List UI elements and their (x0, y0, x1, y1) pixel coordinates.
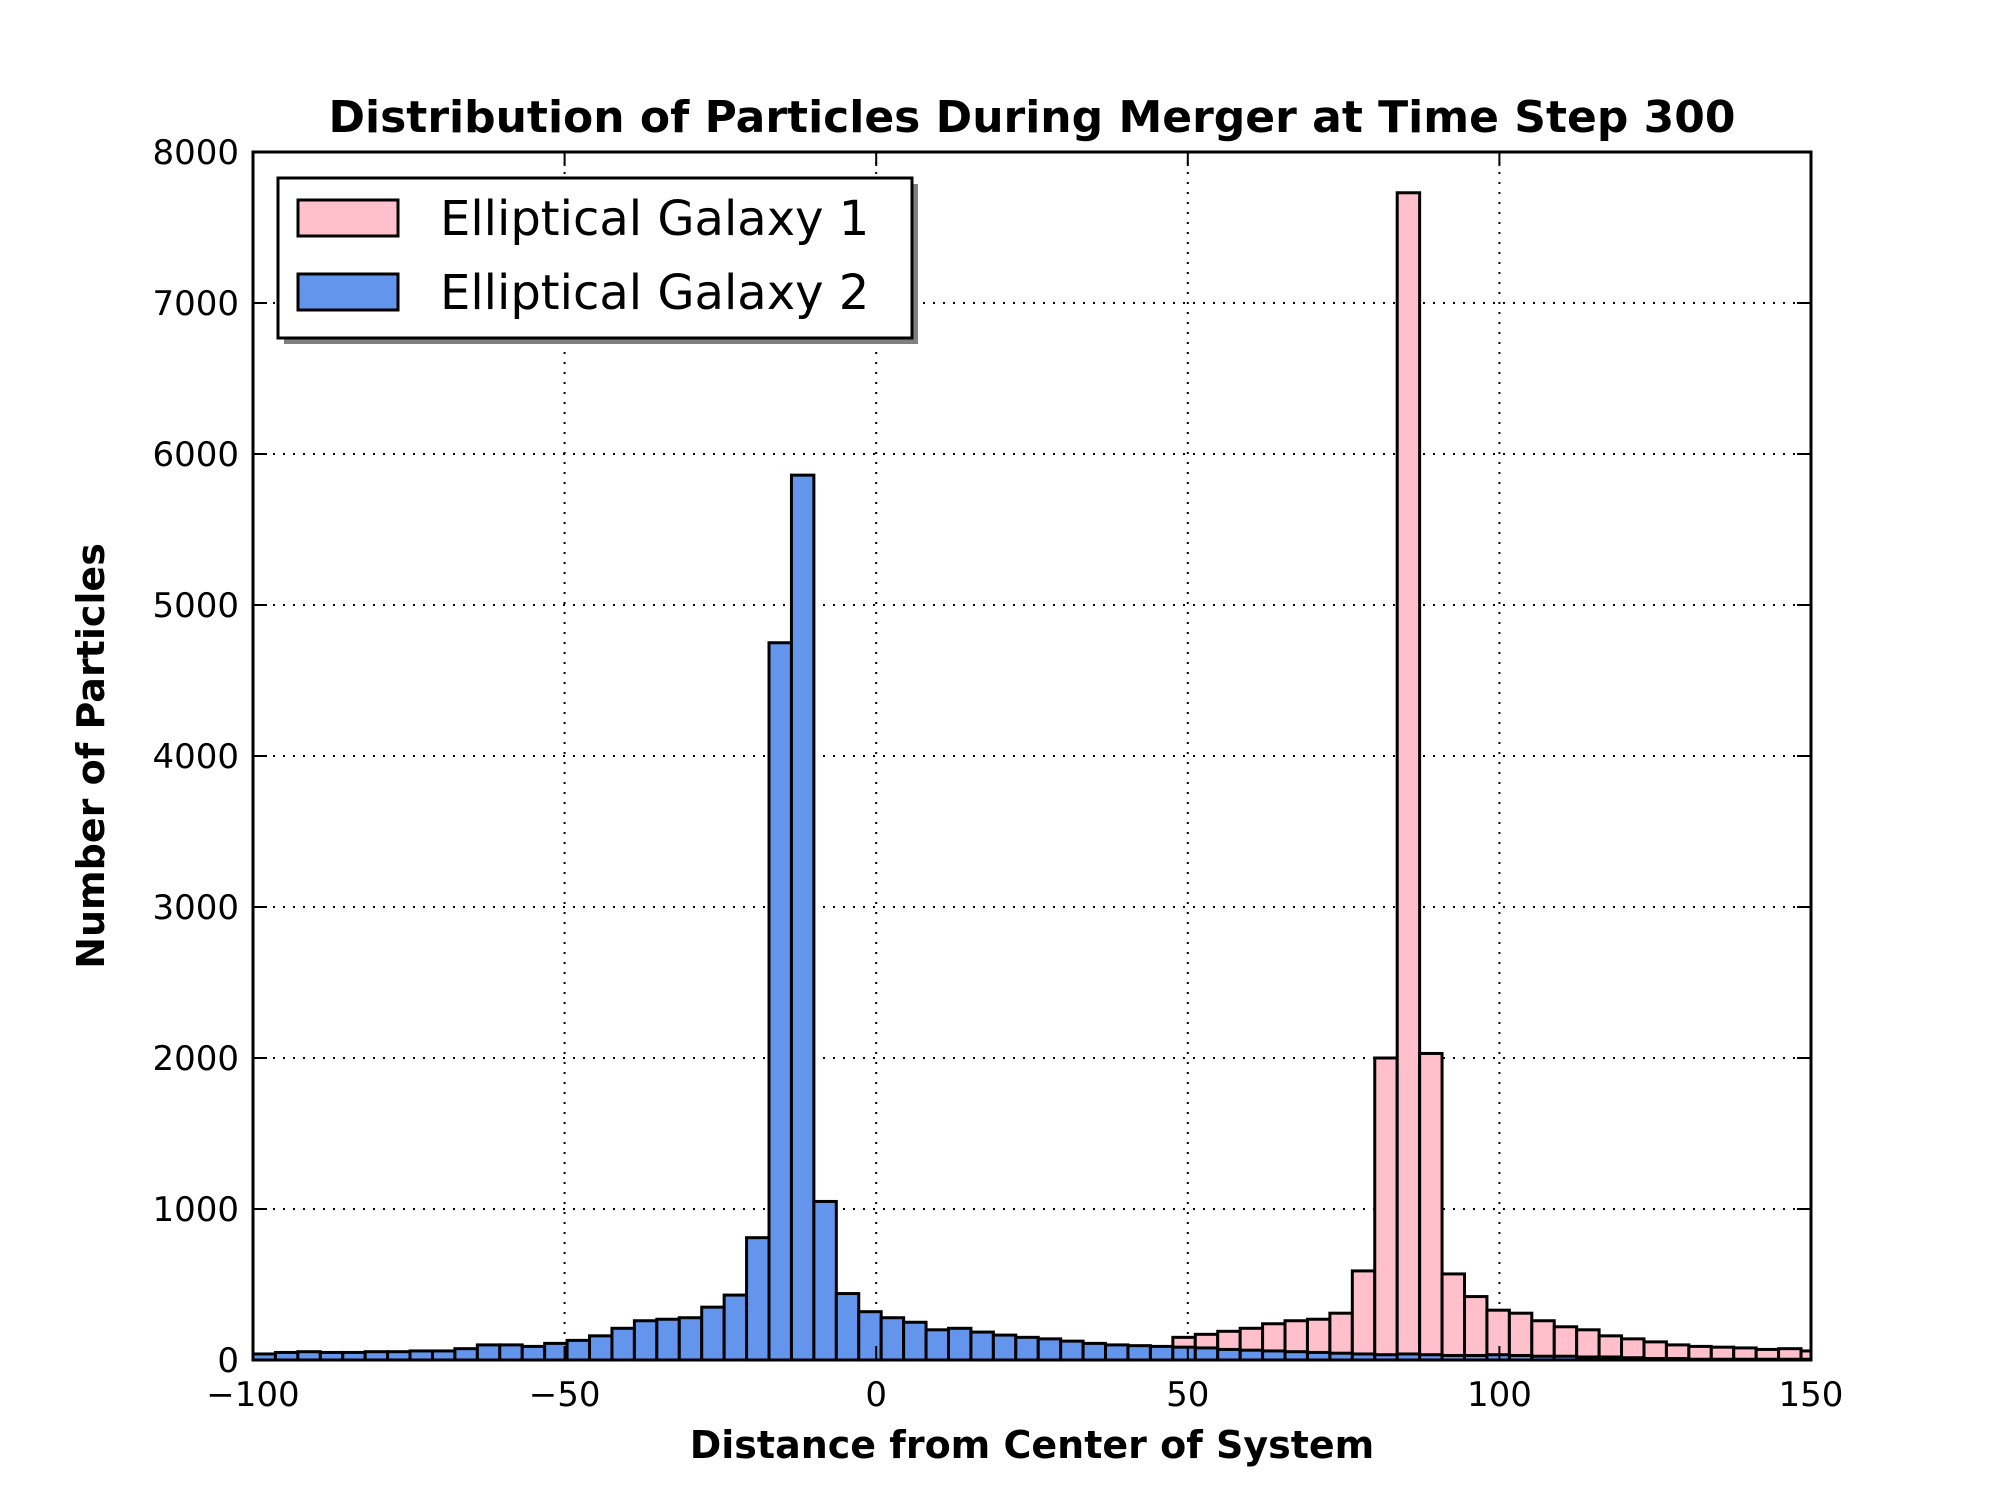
legend-label-galaxy-1: Elliptical Galaxy 1 (440, 191, 869, 247)
bar-galaxy-2 (834, 1292, 861, 1362)
bar-galaxy-2 (453, 1347, 479, 1362)
bar-galaxy-2 (610, 1326, 636, 1362)
y-tick-label: 0 (217, 1341, 239, 1381)
bar-galaxy-2 (1014, 1335, 1040, 1362)
x-tick-label: 100 (1467, 1375, 1532, 1415)
bar-galaxy-2 (812, 1199, 838, 1362)
bar-galaxy-2 (1148, 1344, 1175, 1362)
bar-galaxy-1 (1373, 1056, 1399, 1362)
y-tick-labels: 0 1000 2000 3000 4000 5000 6000 7000 8000 (152, 133, 239, 1381)
bar-galaxy-1 (1440, 1272, 1467, 1362)
bar-galaxy-2 (498, 1343, 524, 1362)
y-tick-label: 7000 (152, 284, 239, 324)
bar-galaxy-1 (1350, 1269, 1377, 1362)
y-tick-label: 1000 (152, 1190, 239, 1230)
legend-swatch-galaxy-2 (296, 272, 400, 312)
bar-galaxy-2 (655, 1317, 681, 1362)
bar-galaxy-1 (1418, 1051, 1444, 1362)
histogram-bars (251, 191, 1813, 1362)
bar-galaxy-1 (1507, 1311, 1534, 1362)
bar-galaxy-1 (1575, 1328, 1601, 1362)
bar-galaxy-2 (677, 1316, 704, 1362)
y-tick-label: 4000 (152, 737, 239, 777)
bar-galaxy-2 (588, 1334, 614, 1362)
x-tick-label: −100 (206, 1375, 299, 1415)
bar-galaxy-2 (632, 1319, 659, 1362)
bar-galaxy-1 (1463, 1295, 1489, 1362)
y-tick-label: 6000 (152, 435, 239, 475)
bar-galaxy-1 (1530, 1319, 1556, 1362)
y-tick-label: 2000 (152, 1039, 239, 1079)
bar-galaxy-2 (857, 1310, 883, 1362)
bar-galaxy-2 (700, 1305, 726, 1362)
bar-galaxy-2 (1104, 1343, 1130, 1362)
bar-galaxy-1 (1395, 191, 1422, 1362)
bar-galaxy-2 (475, 1343, 502, 1362)
bar-galaxy-2 (565, 1338, 592, 1362)
bar-galaxy-2 (879, 1316, 906, 1362)
bar-galaxy-2 (946, 1326, 973, 1362)
legend: Elliptical Galaxy 1 Elliptical Galaxy 2 (276, 176, 918, 344)
bar-galaxy-2 (902, 1320, 928, 1362)
bar-galaxy-2 (1171, 1345, 1197, 1362)
bar-galaxy-2 (1216, 1347, 1242, 1362)
bar-galaxy-2 (1059, 1339, 1085, 1362)
x-tick-labels: −100 −50 0 50 100 150 (206, 1375, 1843, 1415)
bar-galaxy-2 (1081, 1341, 1108, 1362)
bar-galaxy-2 (1126, 1344, 1152, 1362)
bar-galaxy-2 (1193, 1346, 1220, 1362)
bar-galaxy-2 (924, 1328, 950, 1362)
x-tick-label: −50 (529, 1375, 601, 1415)
bar-galaxy-2 (991, 1333, 1018, 1362)
y-tick-label: 5000 (152, 586, 239, 626)
x-tick-label: 0 (865, 1375, 887, 1415)
bar-galaxy-2 (767, 641, 793, 1362)
legend-swatch-galaxy-1 (296, 198, 400, 238)
x-axis-label: Distance from Center of System (690, 1423, 1375, 1467)
bar-galaxy-2 (520, 1344, 547, 1362)
chart-title: Distribution of Particles During Merger … (328, 92, 1735, 143)
y-tick-label: 8000 (152, 133, 239, 173)
bar-galaxy-2 (722, 1293, 749, 1362)
bar-galaxy-2 (969, 1330, 995, 1362)
axis-ticks (252, 151, 1812, 1361)
y-axis-label: Number of Particles (69, 543, 113, 969)
x-tick-label: 50 (1166, 1375, 1209, 1415)
bar-galaxy-2 (789, 473, 816, 1362)
bar-galaxy-1 (1485, 1308, 1511, 1362)
bar-galaxy-2 (1036, 1337, 1063, 1362)
y-tick-label: 3000 (152, 888, 239, 928)
legend-label-galaxy-2: Elliptical Galaxy 2 (440, 265, 869, 321)
bar-galaxy-2 (745, 1236, 771, 1362)
x-tick-label: 150 (1779, 1375, 1844, 1415)
grid-lines (253, 152, 1811, 1360)
